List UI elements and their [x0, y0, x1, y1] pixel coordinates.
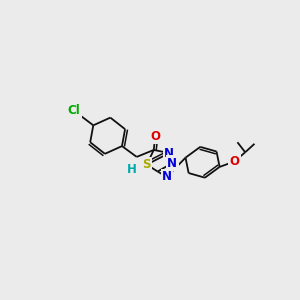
Text: N: N: [167, 157, 177, 169]
Text: O: O: [230, 155, 239, 168]
Text: S: S: [142, 158, 151, 171]
Text: H: H: [127, 163, 137, 176]
Text: O: O: [150, 130, 160, 142]
Text: Cl: Cl: [68, 104, 80, 117]
Text: N: N: [164, 146, 174, 160]
Text: N: N: [162, 170, 172, 183]
